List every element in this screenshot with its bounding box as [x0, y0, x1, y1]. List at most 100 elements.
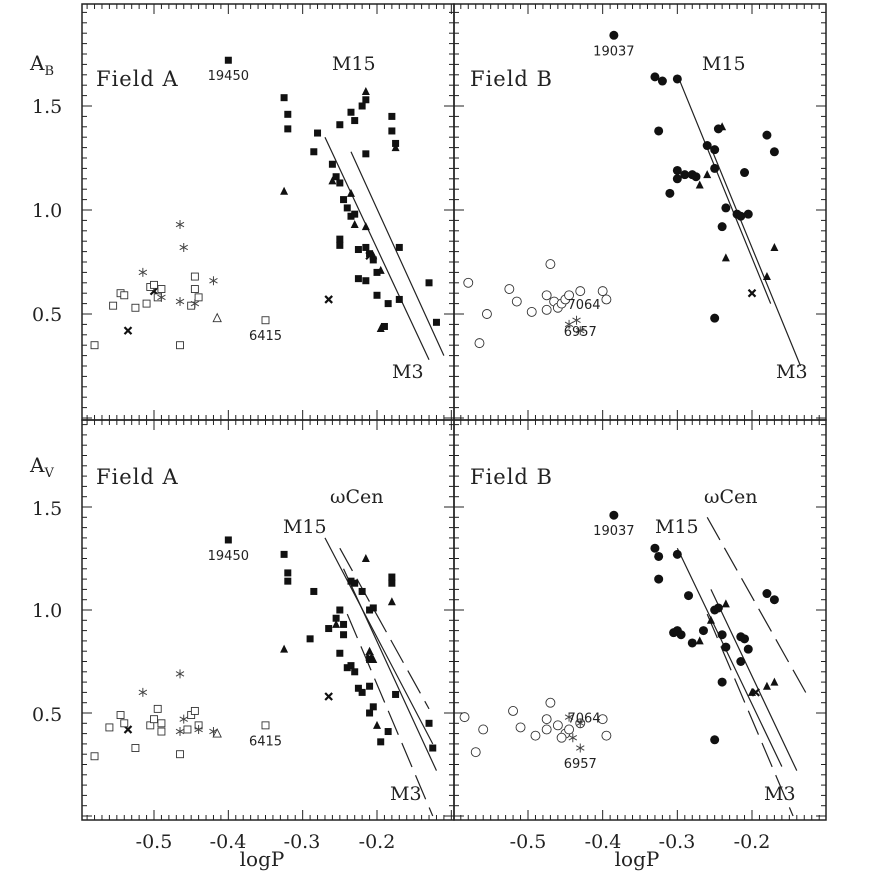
data-point-star: [190, 299, 200, 309]
data-point-filled-triangle: [703, 170, 712, 179]
data-point-open-circle: [564, 724, 575, 735]
data-point-filled-square: [310, 148, 318, 156]
data-point-open-square: [90, 341, 99, 350]
data-point-filled-square: [388, 112, 396, 120]
data-point-filled-square: [366, 655, 374, 663]
data-point-open-square: [261, 721, 270, 730]
data-point-filled-triangle: [762, 681, 771, 690]
data-point-open-square: [194, 293, 203, 302]
data-point-open-circle: [564, 290, 575, 301]
data-point-filled-square: [351, 117, 359, 125]
data-point-filled-square: [373, 268, 381, 276]
data-point-filled-triangle: [332, 619, 341, 628]
line-label-m3-tr: M3: [776, 361, 808, 383]
data-point-filled-square: [377, 738, 385, 746]
data-point-filled-circle: [762, 130, 772, 140]
data-point-open-square: [157, 285, 166, 293]
data-point-filled-circle: [672, 174, 682, 184]
data-point-filled-circle: [743, 644, 753, 654]
data-point-filled-triangle: [369, 654, 378, 663]
relation-line: [350, 151, 445, 356]
data-point-open-circle: [511, 296, 522, 307]
star-id-label: 6415: [249, 329, 282, 344]
data-point-filled-circle: [687, 638, 697, 648]
data-point-filled-square: [384, 300, 392, 308]
data-point-filled-circle: [654, 574, 664, 584]
data-point-filled-circle: [721, 642, 731, 652]
data-point-filled-triangle: [770, 677, 779, 686]
field-label-top-left: Field A: [96, 67, 179, 91]
data-point-filled-square: [347, 108, 355, 116]
data-point-filled-triangle: [350, 220, 359, 229]
data-point-filled-square: [280, 94, 288, 102]
data-point-filled-square: [280, 550, 288, 558]
ytick-label-bottom-0.5: 0.5: [32, 704, 62, 726]
data-point-filled-triangle: [387, 597, 396, 606]
data-point-filled-circle: [710, 313, 720, 323]
data-point-filled-triangle: [346, 188, 355, 197]
xtick-label-left-0.3: -0.3: [284, 831, 321, 853]
data-point-filled-square: [340, 631, 348, 639]
data-point-filled-square: [392, 690, 400, 698]
data-point-filled-circle: [710, 145, 720, 155]
data-point-open-square: [90, 752, 99, 761]
data-point-cross: [324, 295, 333, 304]
star-id-label: 7064: [567, 712, 600, 727]
data-point-filled-square: [358, 688, 366, 696]
data-point-filled-square: [384, 728, 392, 736]
data-point-cross: [365, 653, 374, 662]
data-point-open-circle: [526, 306, 537, 317]
data-point-open-circle: [597, 714, 608, 725]
data-point-open-square: [131, 303, 140, 312]
data-point-filled-triangle: [706, 615, 715, 624]
data-point-filled-square: [336, 649, 344, 657]
data-point-filled-square: [343, 204, 351, 212]
data-point-filled-triangle: [361, 554, 370, 562]
xlabel-right: logP: [615, 847, 660, 871]
data-point-open-square: [142, 299, 151, 308]
data-point-filled-circle: [672, 549, 682, 559]
data-point-filled-triangle: [376, 265, 385, 274]
data-point-cross: [324, 692, 333, 701]
data-point-filled-square: [362, 277, 370, 285]
data-point-open-circle: [545, 259, 556, 270]
ytick-label-bottom-1.0: 1.0: [32, 600, 62, 622]
data-point-filled-square: [388, 579, 396, 587]
data-point-filled-square: [373, 291, 381, 299]
data-point-filled-circle: [698, 626, 708, 636]
data-point-filled-square: [336, 606, 344, 614]
data-point-open-square: [157, 727, 166, 736]
data-point-filled-square: [284, 110, 292, 118]
data-point-open-square: [131, 744, 140, 752]
data-point-filled-square: [354, 684, 362, 692]
data-point-filled-square: [325, 625, 333, 633]
relation-line: [710, 589, 798, 771]
data-point-filled-circle: [710, 163, 720, 173]
data-point-filled-square: [340, 620, 348, 628]
data-point-star: [568, 733, 578, 743]
data-point-open-triangle: [212, 312, 222, 323]
ytick-label-bottom-1.5: 1.5: [32, 498, 62, 520]
field-label-bottom-left: Field A: [96, 465, 179, 489]
relation-line: [324, 537, 434, 745]
data-point-open-square: [190, 706, 199, 715]
data-point-filled-circle: [717, 222, 727, 232]
data-point-filled-square: [425, 719, 433, 727]
data-point-open-square: [120, 719, 129, 728]
data-point-filled-circle: [609, 510, 619, 520]
data-point-filled-square: [362, 243, 370, 251]
data-point-filled-square: [366, 709, 374, 717]
data-point-open-triangle: [212, 728, 222, 738]
data-point-open-square: [153, 704, 162, 713]
data-point-filled-square: [332, 173, 340, 181]
data-point-filled-circle: [676, 630, 686, 640]
data-point-filled-circle: [650, 543, 660, 553]
data-point-filled-square: [224, 536, 232, 544]
data-point-filled-square: [354, 275, 362, 283]
data-point-star: [179, 714, 188, 724]
data-point-filled-square: [429, 744, 437, 752]
data-point-open-square: [109, 301, 118, 310]
data-point-open-square: [150, 280, 158, 289]
data-point-star: [194, 724, 203, 734]
line-label-wcen-bl: ωCen: [330, 486, 384, 508]
